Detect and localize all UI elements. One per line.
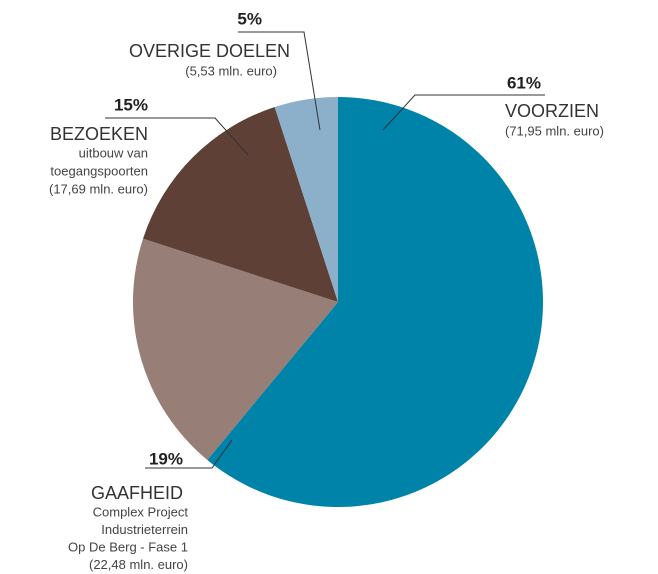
slice-percent: 19% bbox=[149, 449, 183, 468]
slice-name: OVERIGE DOELEN bbox=[129, 41, 290, 61]
slice-detail: Complex Project bbox=[93, 504, 189, 519]
pie-slice bbox=[143, 107, 338, 302]
slice-detail: (17,69 mln. euro) bbox=[49, 181, 148, 196]
leader-line bbox=[105, 117, 249, 156]
leader-line bbox=[382, 94, 545, 131]
slice-name: GAAFHEID bbox=[91, 483, 183, 503]
slice-detail: Industrieterrein bbox=[101, 522, 188, 537]
slice-detail: Op De Berg - Fase 1 bbox=[68, 539, 188, 554]
slice-detail: (22,48 mln. euro) bbox=[89, 557, 188, 572]
leader-line bbox=[238, 31, 321, 131]
slice-percent: 15% bbox=[114, 95, 148, 114]
slice-detail: toegangspoorten bbox=[50, 163, 148, 178]
pie-slice bbox=[274, 97, 338, 302]
leader-line bbox=[145, 439, 233, 469]
slice-detail: (5,53 mln. euro) bbox=[185, 63, 277, 78]
slice-detail: (71,95 mln. euro) bbox=[505, 123, 604, 138]
pie-slice bbox=[207, 97, 544, 508]
pie-slice bbox=[133, 238, 338, 460]
slice-name: VOORZIEN bbox=[505, 101, 599, 121]
slice-percent: 61% bbox=[507, 73, 541, 92]
slice-percent: 5% bbox=[237, 9, 262, 28]
slice-name: BEZOEKEN bbox=[50, 124, 148, 144]
slice-detail: uitbouw van bbox=[79, 145, 148, 160]
